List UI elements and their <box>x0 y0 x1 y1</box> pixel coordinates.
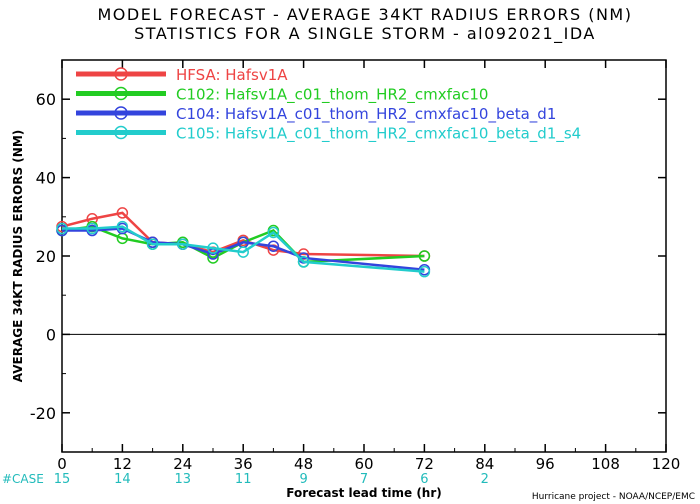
data-point <box>237 246 249 258</box>
x-axis-label: Forecast lead time (hr) <box>286 486 442 500</box>
data-point <box>267 226 280 239</box>
case-count: 13 <box>175 472 192 487</box>
x-tick-label: 60 <box>354 455 373 473</box>
case-count: 15 <box>54 472 71 487</box>
legend-marker <box>114 67 128 81</box>
legend-label: C105: Hafsv1A_c01_thom_HR2_cmxfac10_beta… <box>176 125 581 144</box>
legend-marker <box>114 106 128 120</box>
legend-entry-4: C105: Hafsv1A_c01_thom_HR2_cmxfac10_beta… <box>76 125 581 144</box>
data-point <box>146 238 159 250</box>
case-count: 11 <box>235 472 252 487</box>
case-count: 2 <box>481 472 489 487</box>
x-tick-label: 96 <box>536 455 555 473</box>
y-tick-label: -20 <box>30 404 56 423</box>
credit-text: Hurricane project - NOAA/NCEP/EMC <box>532 492 695 502</box>
case-count: 7 <box>360 472 368 487</box>
data-point <box>177 238 189 250</box>
x-tick-label: 48 <box>294 455 313 473</box>
x-tick-label: 72 <box>415 455 434 473</box>
legend-label: C104: Hafsv1A_c01_thom_HR2_cmxfac10_beta… <box>176 105 556 124</box>
data-point <box>297 256 310 268</box>
legend-entry-2: C102: Hafsv1A_c01_thom_HR2_cmxfac10 <box>76 86 488 105</box>
x-tick-label: 120 <box>652 455 681 473</box>
data-point <box>418 250 431 262</box>
series-4 <box>56 220 431 278</box>
series-line <box>62 227 425 271</box>
case-count: 6 <box>420 472 428 487</box>
x-tick-label: 84 <box>475 455 494 473</box>
data-point <box>116 207 129 219</box>
data-point <box>207 242 219 254</box>
case-label: #CASE <box>2 472 44 486</box>
data-point <box>267 240 280 252</box>
data-point <box>116 220 129 233</box>
series-line <box>61 211 425 258</box>
y-tick-label: 60 <box>36 90 56 109</box>
x-tick-label: 24 <box>173 455 192 473</box>
y-axis-label: AVERAGE 34KT RADIUS ERRORS (NM) <box>11 130 25 382</box>
legend-label: C102: Hafsv1A_c01_thom_HR2_cmxfac10 <box>176 86 488 105</box>
data-point <box>86 222 98 235</box>
legend-marker <box>114 86 128 101</box>
x-tick-label: 12 <box>113 455 132 473</box>
legend-entry-1: HFSA: Hafsv1A <box>76 66 288 84</box>
data-point <box>418 265 431 278</box>
legend-entry-3: C104: Hafsv1A_c01_thom_HR2_cmxfac10_beta… <box>76 105 556 124</box>
x-tick-label: 36 <box>234 455 253 473</box>
y-tick-label: 40 <box>36 169 56 188</box>
y-tick-label: 20 <box>36 247 56 266</box>
legend-marker <box>114 125 128 140</box>
case-count: 9 <box>299 472 307 487</box>
x-tick-label: 0 <box>57 455 67 473</box>
case-count: 14 <box>114 472 131 487</box>
series-line <box>62 225 425 273</box>
x-tick-label: 108 <box>591 455 620 473</box>
chart-title: MODEL FORECAST - AVERAGE 34KT RADIUS ERR… <box>98 5 633 24</box>
y-tick-label: 0 <box>46 325 56 344</box>
data-point <box>56 222 68 235</box>
chart-subtitle: STATISTICS FOR A SINGLE STORM - al092021… <box>134 24 596 44</box>
legend-label: HFSA: Hafsv1A <box>176 66 288 84</box>
